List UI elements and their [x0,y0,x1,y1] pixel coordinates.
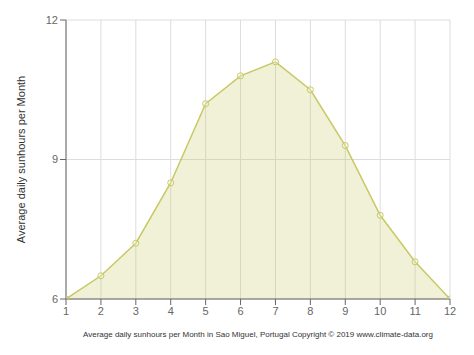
svg-text:11: 11 [409,305,420,317]
svg-text:Average daily sunhours per Mon: Average daily sunhours per Month [15,76,27,243]
svg-text:8: 8 [307,305,313,317]
svg-text:12: 12 [46,14,58,26]
svg-text:Average daily sunhours per Mon: Average daily sunhours per Month in Sao … [83,330,433,339]
svg-text:6: 6 [237,305,243,317]
svg-text:10: 10 [374,305,386,317]
svg-text:5: 5 [203,305,209,317]
svg-text:1: 1 [63,305,69,317]
svg-text:9: 9 [52,153,58,165]
svg-text:2: 2 [98,305,104,317]
svg-text:6: 6 [52,293,58,305]
svg-text:3: 3 [133,305,139,317]
svg-text:4: 4 [168,305,174,317]
svg-text:9: 9 [342,305,348,317]
svg-text:12: 12 [444,305,456,317]
svg-text:7: 7 [272,305,278,317]
